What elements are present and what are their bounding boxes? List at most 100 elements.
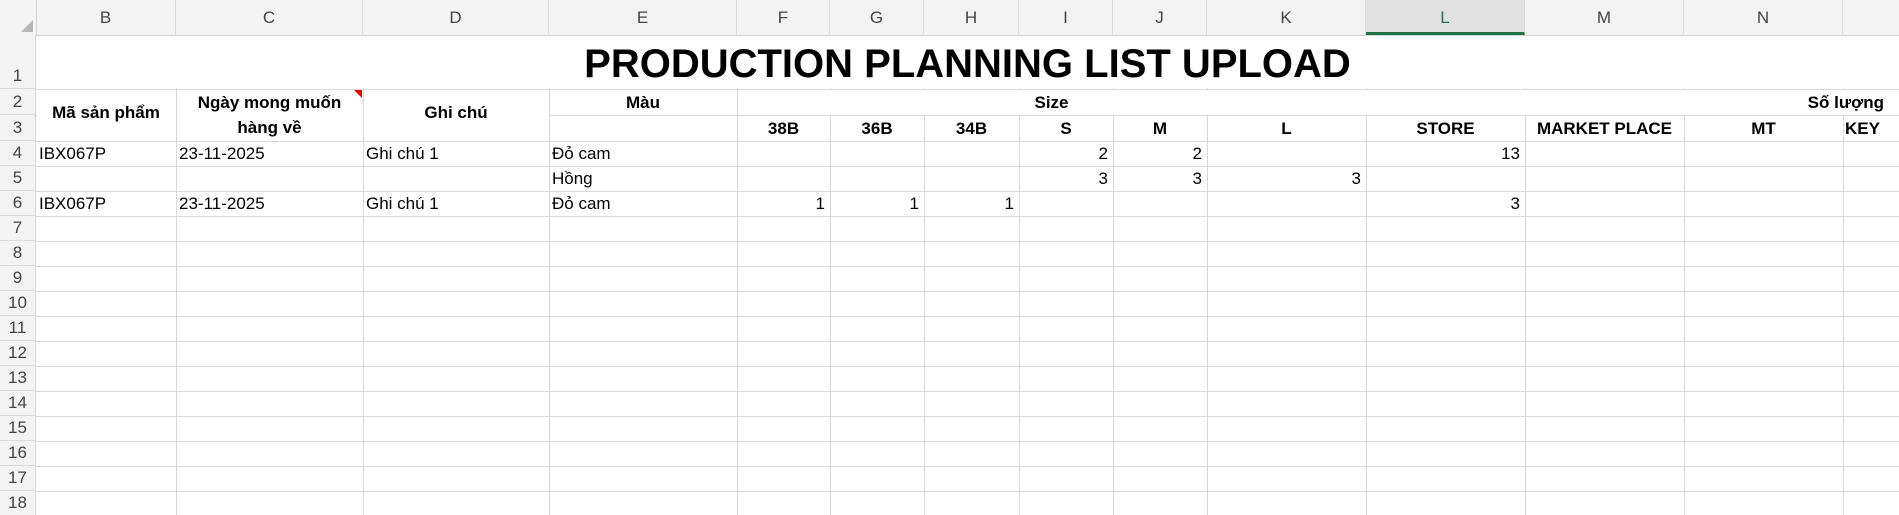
cell-date[interactable]: 23-11-2025 <box>179 194 265 213</box>
column-header-l[interactable]: L <box>1366 0 1525 35</box>
cell-color[interactable]: Đỏ cam <box>552 144 611 163</box>
cell-size-36b[interactable] <box>830 142 924 166</box>
row-header-3[interactable]: 3 <box>0 115 36 141</box>
column-header-partial[interactable] <box>1843 0 1899 35</box>
column-header-k[interactable]: K <box>1207 0 1366 35</box>
sheet-title: PRODUCTION PLANNING LIST UPLOAD <box>36 36 1899 88</box>
gridline <box>36 216 1899 217</box>
gridline <box>549 35 550 515</box>
row-header-13[interactable]: 13 <box>0 366 36 391</box>
column-header-n[interactable]: N <box>1684 0 1843 35</box>
gridline <box>1366 35 1367 515</box>
cell-size-38b[interactable]: 1 <box>815 194 825 213</box>
header-size: Size <box>1034 93 1069 112</box>
gridline <box>737 35 738 515</box>
cell-size-34b[interactable]: 1 <box>1004 194 1014 213</box>
column-header-c[interactable]: C <box>176 0 363 35</box>
row-header-15[interactable]: 15 <box>0 416 36 441</box>
cell-size-m[interactable]: 3 <box>1192 169 1202 188</box>
column-header-f[interactable]: F <box>737 0 830 35</box>
column-header-h[interactable]: H <box>924 0 1019 35</box>
cell-note[interactable]: Ghi chú 1 <box>366 194 439 213</box>
row-header-5[interactable]: 5 <box>0 166 36 191</box>
row-header-2[interactable]: 2 <box>0 89 36 115</box>
merged-cell-size[interactable] <box>738 90 1367 115</box>
row-header-7[interactable]: 7 <box>0 216 36 241</box>
row-header-12[interactable]: 12 <box>0 341 36 366</box>
gridline <box>924 35 925 515</box>
row-header-14[interactable]: 14 <box>0 391 36 416</box>
gridline <box>36 441 1899 442</box>
cell-size-m[interactable]: 2 <box>1192 144 1202 163</box>
column-header-bar <box>0 0 1899 36</box>
gridline <box>36 166 1899 167</box>
gridline <box>36 316 1899 317</box>
gridline <box>1843 35 1844 515</box>
column-header-m[interactable]: M <box>1525 0 1684 35</box>
column-header-b[interactable]: B <box>36 0 176 35</box>
header-size-m: M <box>1152 119 1168 138</box>
cell-product-code[interactable]: IBX067P <box>39 144 107 163</box>
cell-store[interactable]: 3 <box>1510 194 1520 213</box>
header-desired-date-line2: hàng về <box>237 118 302 137</box>
cell-store[interactable]: 13 <box>1501 144 1520 163</box>
cell-product-code[interactable]: IBX067P <box>39 194 107 213</box>
select-all-button[interactable] <box>0 0 37 35</box>
header-note: Ghi chú <box>424 103 488 122</box>
cell-color[interactable]: Đỏ cam <box>552 194 611 213</box>
cell-size-s[interactable]: 3 <box>1098 169 1108 188</box>
gridline <box>36 89 1899 90</box>
header-size-36b: 36B <box>861 119 893 138</box>
cell-size-38b[interactable] <box>737 142 830 166</box>
merged-cell-product-code[interactable] <box>37 90 176 141</box>
row-header-1[interactable]: 1 <box>0 35 36 89</box>
gridline <box>36 115 1899 116</box>
row-header-17[interactable]: 17 <box>0 466 36 491</box>
cell-size-36b[interactable]: 1 <box>909 194 919 213</box>
gridline <box>36 366 1899 367</box>
header-product-code: Mã sản phẩm <box>52 103 160 122</box>
column-header-i[interactable]: I <box>1019 0 1113 35</box>
header-market-place: MARKET PLACE <box>1536 119 1673 138</box>
column-header-g[interactable]: G <box>830 0 924 35</box>
gridline <box>36 341 1899 342</box>
cell-note[interactable]: Ghi chú 1 <box>366 144 439 163</box>
gridline <box>1525 35 1526 515</box>
header-color: Màu <box>626 93 660 112</box>
row-header-8[interactable]: 8 <box>0 241 36 266</box>
cell-size-s[interactable]: 2 <box>1098 144 1108 163</box>
gridline <box>36 391 1899 392</box>
cell-size-l[interactable]: 3 <box>1351 169 1361 188</box>
gridline <box>1207 35 1208 515</box>
cell-size-l[interactable] <box>1207 142 1366 166</box>
comment-indicator-icon[interactable] <box>354 90 362 98</box>
row-header-18[interactable]: 18 <box>0 491 36 515</box>
header-mt: MT <box>1751 119 1776 138</box>
row-header-9[interactable]: 9 <box>0 266 36 291</box>
row-header-10[interactable]: 10 <box>0 291 36 316</box>
gridline <box>1019 35 1020 515</box>
column-header-j[interactable]: J <box>1113 0 1207 35</box>
cell-date[interactable]: 23-11-2025 <box>179 144 265 163</box>
cell-size-34b[interactable] <box>924 142 1019 166</box>
gridline <box>176 35 177 515</box>
column-header-e[interactable]: E <box>549 0 737 35</box>
merged-cell-quantity[interactable] <box>1367 90 1899 115</box>
header-key: KEY <box>1845 119 1880 138</box>
row-header-11[interactable]: 11 <box>0 316 36 341</box>
row-header-4[interactable]: 4 <box>0 141 36 166</box>
gridline <box>36 416 1899 417</box>
row-header-6[interactable]: 6 <box>0 191 36 216</box>
column-header-d[interactable]: D <box>363 0 549 35</box>
gridline <box>1684 35 1685 515</box>
merged-cell-desired-date[interactable] <box>177 90 363 141</box>
gridline <box>36 466 1899 467</box>
merged-cell-note[interactable] <box>364 90 549 141</box>
gridline <box>1113 35 1114 515</box>
gridline <box>363 35 364 515</box>
gridline <box>36 191 1899 192</box>
cell-color[interactable]: Hồng <box>552 169 593 188</box>
header-quantity: Số lượng <box>1807 93 1884 112</box>
gridline <box>830 35 831 515</box>
row-header-16[interactable]: 16 <box>0 441 36 466</box>
